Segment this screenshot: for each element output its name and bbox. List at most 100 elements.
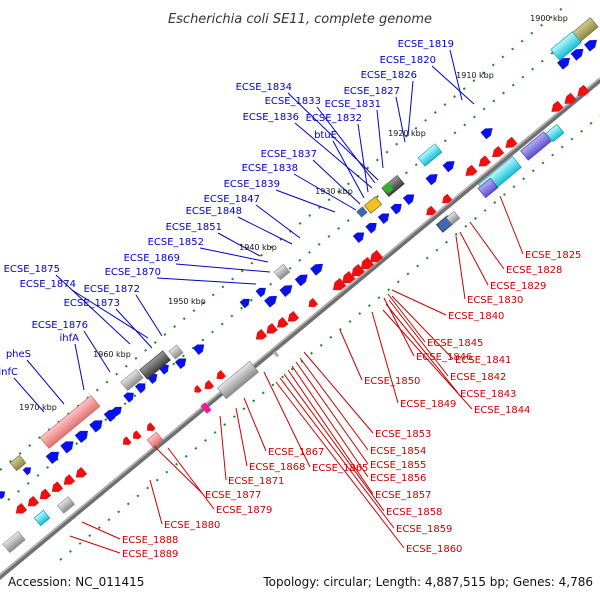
tick-mark — [443, 103, 447, 106]
tick-mark — [367, 304, 371, 308]
leader-line-lower — [371, 311, 399, 404]
tick-mark — [317, 242, 321, 246]
tick-mark — [511, 47, 514, 51]
tick-mark — [395, 142, 399, 146]
leader-line-lower — [295, 361, 369, 465]
gene-arrow-red — [369, 250, 384, 263]
tick-mark — [462, 87, 466, 91]
gene-block-steel — [356, 206, 368, 218]
leader-line-upper — [395, 96, 406, 143]
leader-line-lower — [388, 299, 449, 377]
gene-label-upper: ECSE_1875 — [4, 264, 60, 275]
tick-mark — [115, 372, 119, 376]
gene-arrow-blue — [402, 194, 415, 205]
tick-mark — [387, 288, 391, 292]
gene-label-upper: pheS — [6, 349, 31, 360]
gene-arrow-blue — [279, 285, 293, 297]
gene-arrow-blue — [264, 295, 278, 308]
gene-arrow-red — [216, 370, 227, 380]
gene-block-gray — [216, 360, 260, 400]
gene-arrow-blue — [255, 287, 266, 298]
gene-label-lower: ECSE_1830 — [467, 295, 523, 306]
gene-arrow-red — [492, 146, 505, 158]
tick-mark — [123, 402, 127, 406]
tick-mark — [435, 248, 439, 252]
leader-line-lower — [499, 195, 524, 255]
tick-mark — [290, 367, 294, 371]
tick-mark — [414, 163, 418, 167]
gene-block-gray — [273, 263, 291, 281]
gene-label-lower: ECSE_1855 — [370, 460, 426, 471]
gene-label-upper: ECSE_1869 — [124, 253, 180, 264]
leader-line-upper — [156, 277, 257, 285]
gene-label-lower: ECSE_1857 — [375, 490, 431, 501]
gene-block-cyan — [417, 143, 443, 167]
gene-label-lower: ECSE_1867 — [268, 447, 324, 458]
gene-block-yellow — [363, 196, 383, 214]
tick-mark — [521, 75, 525, 79]
tick-mark — [281, 375, 285, 379]
tick-mark — [385, 150, 389, 154]
gene-arrow-red — [27, 495, 40, 507]
tick-mark — [541, 161, 545, 165]
gene-label-upper: ECSE_1847 — [204, 194, 260, 205]
gene-label-upper: ECSE_1838 — [242, 163, 298, 174]
leader-line-upper — [255, 204, 301, 239]
gene-label-lower: ECSE_1846 — [416, 352, 472, 363]
gene-label-lower: ECSE_1853 — [375, 429, 431, 440]
gene-block-gray — [120, 368, 144, 392]
tick-mark — [512, 185, 516, 189]
gene-label-lower: ECSE_1888 — [122, 535, 178, 546]
tick-mark — [550, 51, 554, 55]
tick-mark — [396, 280, 400, 284]
tick-mark — [221, 285, 225, 289]
gene-arrow-blue — [134, 383, 146, 394]
leader-line-lower — [243, 397, 267, 452]
tick-mark — [404, 134, 408, 138]
tick-mark — [482, 71, 485, 75]
tick-mark — [445, 240, 448, 244]
gene-block-purple — [477, 177, 499, 199]
tick-mark — [230, 314, 234, 318]
gene-arrow-red — [146, 422, 156, 432]
gene-label-upper: ECSE_1874 — [20, 279, 76, 290]
tick-mark — [424, 118, 428, 122]
tick-mark — [308, 250, 311, 254]
leader-line-lower — [283, 373, 385, 512]
gene-arrow-blue — [89, 420, 103, 433]
tick-mark — [308, 214, 312, 217]
tick-mark — [317, 206, 321, 210]
tick-mark — [202, 301, 205, 305]
tick-mark — [260, 253, 263, 257]
tick-mark — [337, 227, 341, 230]
tick-mark — [9, 459, 12, 463]
gene-arrow-blue — [123, 392, 134, 403]
gene-arrow-blue — [103, 409, 118, 422]
gene-label-upper: ECSE_1876 — [32, 320, 88, 331]
tick-mark — [298, 222, 302, 225]
leader-line-lower — [299, 357, 369, 451]
gene-block-purple — [520, 131, 552, 161]
tick-mark — [252, 399, 256, 403]
tick-mark — [165, 470, 169, 474]
tick-mark — [589, 121, 593, 125]
tick-mark — [416, 264, 420, 268]
gene-arrow-red — [63, 474, 76, 485]
leader-line-lower — [339, 329, 363, 381]
tick-mark — [249, 298, 253, 302]
gene-arrow-red — [122, 436, 132, 446]
gene-label-lower: ECSE_1880 — [164, 520, 220, 531]
gene-label-lower: ECSE_1860 — [406, 544, 462, 555]
tick-mark — [269, 282, 273, 286]
gene-arrow-blue — [480, 128, 493, 140]
gene-arrow-blue — [294, 274, 308, 287]
tick-mark — [443, 139, 447, 143]
tick-mark — [366, 166, 370, 170]
gene-label-lower: ECSE_1845 — [427, 338, 483, 349]
leader-line-upper — [83, 330, 111, 373]
gene-block-gray — [2, 530, 26, 554]
tick-mark — [377, 296, 381, 300]
gene-label-upper: btuE — [314, 130, 337, 141]
leader-line-upper — [115, 308, 153, 349]
gene-label-lower: ECSE_1841 — [455, 355, 511, 366]
